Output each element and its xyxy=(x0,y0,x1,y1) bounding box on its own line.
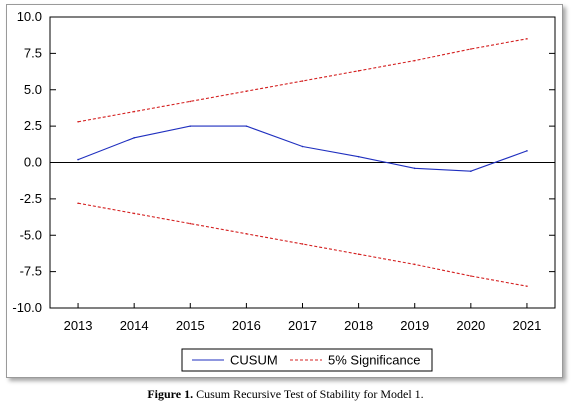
data-point-2 xyxy=(77,202,79,205)
data-point-0 xyxy=(133,136,135,139)
data-point-2 xyxy=(357,253,360,255)
data-point-0 xyxy=(189,125,192,127)
data-point-1 xyxy=(245,90,248,93)
data-point-2 xyxy=(133,212,135,215)
y-tick-label: -10.0 xyxy=(12,300,42,315)
x-tick-label: 2016 xyxy=(232,318,261,333)
legend-label-1: 5% Significance xyxy=(328,353,421,368)
x-tick-label: 2018 xyxy=(344,318,373,333)
data-point-1 xyxy=(301,80,304,82)
x-tick-label: 2013 xyxy=(64,318,93,333)
data-point-0 xyxy=(301,145,304,148)
figure-caption: Figure 1. Cusum Recursive Test of Stabil… xyxy=(0,387,571,402)
data-point-2 xyxy=(413,263,416,266)
x-tick-label: 2020 xyxy=(456,318,485,333)
x-tick-label: 2019 xyxy=(400,318,429,333)
data-point-2 xyxy=(245,232,248,235)
series-line-2 xyxy=(78,202,527,287)
data-point-0 xyxy=(245,125,248,127)
data-point-0 xyxy=(77,158,79,161)
data-point-1 xyxy=(77,120,79,123)
series-line-1 xyxy=(78,38,527,123)
y-tick-label: 7.5 xyxy=(24,45,42,60)
y-tick-label: 2.5 xyxy=(24,118,42,133)
series-line-0 xyxy=(77,125,528,172)
legend-label-0: CUSUM xyxy=(230,353,278,368)
x-tick-label: 2021 xyxy=(512,318,541,333)
x-tick-label: 2015 xyxy=(176,318,205,333)
y-tick-label: -7.5 xyxy=(20,264,42,279)
data-point-2 xyxy=(526,285,528,287)
y-tick-label: 0.0 xyxy=(24,155,42,170)
caption-label: Figure 1. xyxy=(147,387,194,401)
y-tick-label: -5.0 xyxy=(20,227,42,242)
y-tick-label: 5.0 xyxy=(24,82,42,97)
data-point-1 xyxy=(526,38,528,40)
caption-text: Cusum Recursive Test of Stability for Mo… xyxy=(193,387,424,401)
x-tick-label: 2017 xyxy=(288,318,317,333)
x-tick-label: 2014 xyxy=(120,318,149,333)
data-point-0 xyxy=(526,150,528,152)
data-point-2 xyxy=(470,275,472,277)
y-tick-label: 10.0 xyxy=(17,9,42,24)
data-point-2 xyxy=(301,243,304,245)
data-point-2 xyxy=(189,222,192,225)
data-point-0 xyxy=(413,167,416,170)
data-point-0 xyxy=(470,170,472,173)
data-point-1 xyxy=(357,70,360,72)
data-point-0 xyxy=(357,155,360,158)
data-point-1 xyxy=(189,100,192,103)
data-point-1 xyxy=(470,48,472,50)
data-point-1 xyxy=(133,110,135,113)
data-point-1 xyxy=(413,59,416,62)
y-tick-label: -2.5 xyxy=(20,191,42,206)
chart-frame xyxy=(6,4,563,378)
cusum-chart: 10.0 7.5 5.0 2.5 0.0 -2.5 -5.0 -7.5 -10.0 2013 201… xyxy=(12,9,556,372)
